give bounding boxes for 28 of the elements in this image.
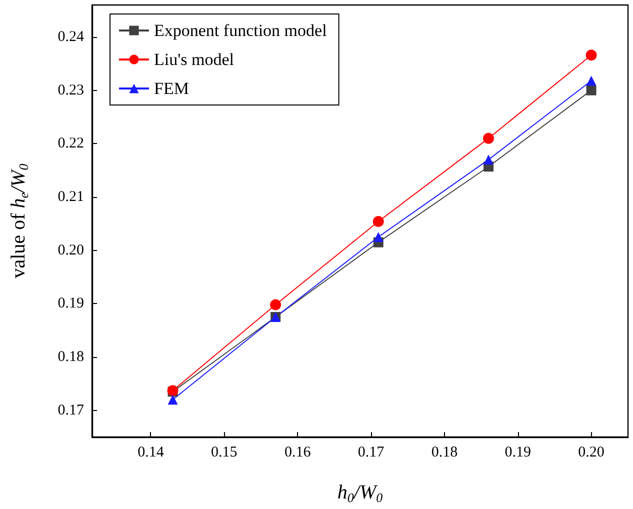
y-tick-label: 0.20 xyxy=(58,242,84,258)
legend-label: Liu's model xyxy=(154,50,234,69)
y-tick-label: 0.24 xyxy=(58,29,84,45)
point xyxy=(270,299,282,310)
x-tick-label: 0.15 xyxy=(211,444,238,460)
x-tick-label: 0.14 xyxy=(138,444,164,460)
point xyxy=(372,216,384,228)
x-tick-label: 0.16 xyxy=(284,444,312,460)
y-tick-label: 0.19 xyxy=(58,296,84,312)
point xyxy=(168,394,178,405)
x-tick-label: 0.18 xyxy=(431,444,458,460)
x-tick-label: 0.17 xyxy=(358,444,385,460)
point xyxy=(373,232,384,242)
y-tick-label: 0.21 xyxy=(58,189,84,205)
point xyxy=(483,132,494,144)
x-tick-label: 0.20 xyxy=(578,444,604,460)
y-tick-label: 0.22 xyxy=(58,136,84,152)
y-axis-title: value of he/W0 xyxy=(8,163,31,278)
y-tick-label: 0.18 xyxy=(58,349,84,365)
point xyxy=(483,154,494,165)
point xyxy=(586,76,596,86)
point xyxy=(586,50,597,61)
y-tick-label: 0.23 xyxy=(58,82,84,98)
legend-label: Exponent function model xyxy=(154,21,328,40)
legend-label: FEM xyxy=(154,79,189,98)
x-tick-label: 0.19 xyxy=(504,444,531,460)
y-tick-label: 0.17 xyxy=(58,402,84,418)
point xyxy=(586,85,596,96)
